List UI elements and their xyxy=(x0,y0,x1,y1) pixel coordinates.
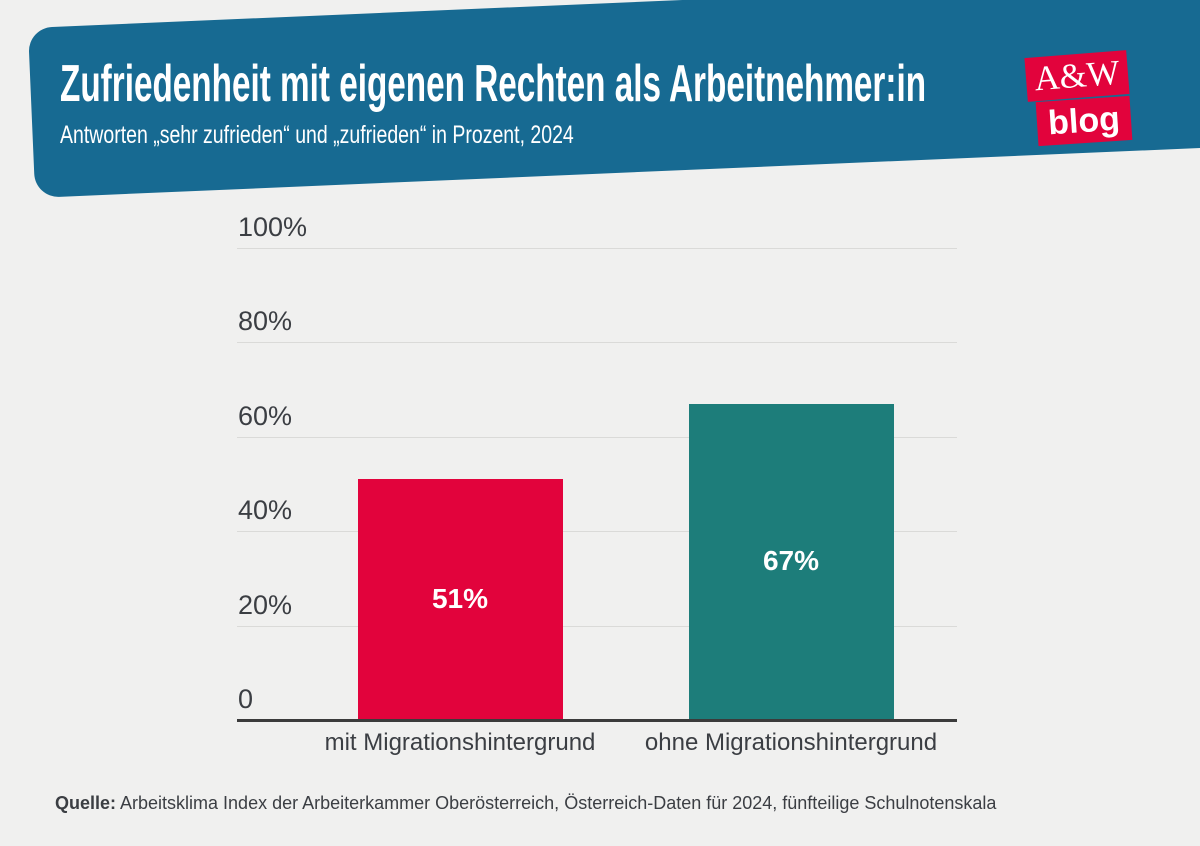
y-tick-label: 0 xyxy=(238,684,254,714)
x-category-label: mit Migrationshintergrund xyxy=(324,729,596,756)
bar-value-label: 51% xyxy=(431,582,489,614)
plot-area: 100% 80% 60% 40% 20% 0 51% mit Migrationshinter… xyxy=(237,212,957,756)
gridline xyxy=(237,531,957,533)
y-tick-label: 60% xyxy=(238,400,293,431)
gridline xyxy=(237,342,957,344)
aw-logo-top-box: A&W xyxy=(1024,50,1130,102)
y-tick-label: 40% xyxy=(238,495,293,526)
blog-logo-text: blog xyxy=(1046,99,1122,142)
bar-ohne-migrationshintergrund: 67% xyxy=(688,403,894,720)
source-text: Arbeitsklima Index der Arbeiterkammer Ob… xyxy=(116,793,997,813)
page-subtitle: Antworten „sehr zufrieden“ und „zufriede… xyxy=(60,121,574,149)
gridline xyxy=(237,625,957,627)
aw-logo-text: A&W xyxy=(1032,52,1122,99)
aw-logo-blog-box: blog xyxy=(1035,95,1133,147)
bar-mit-migrationshintergrund: 51% xyxy=(357,479,563,720)
gridline xyxy=(237,248,957,249)
x-category-label: ohne Migrationshintergrund xyxy=(644,729,938,756)
bar-value-label: 67% xyxy=(762,544,820,576)
gridline xyxy=(237,436,957,438)
y-tick-label: 80% xyxy=(238,306,293,337)
source-note: Quelle: Arbeitsklima Index der Arbeiterk… xyxy=(55,793,996,814)
y-tick-label: 100% xyxy=(238,212,308,242)
source-label: Quelle: xyxy=(55,793,117,813)
page-title: Zufriedenheit mit eigenen Rechten als Ar… xyxy=(60,55,927,113)
y-tick-label: 20% xyxy=(238,589,293,620)
x-axis-line xyxy=(237,719,957,722)
